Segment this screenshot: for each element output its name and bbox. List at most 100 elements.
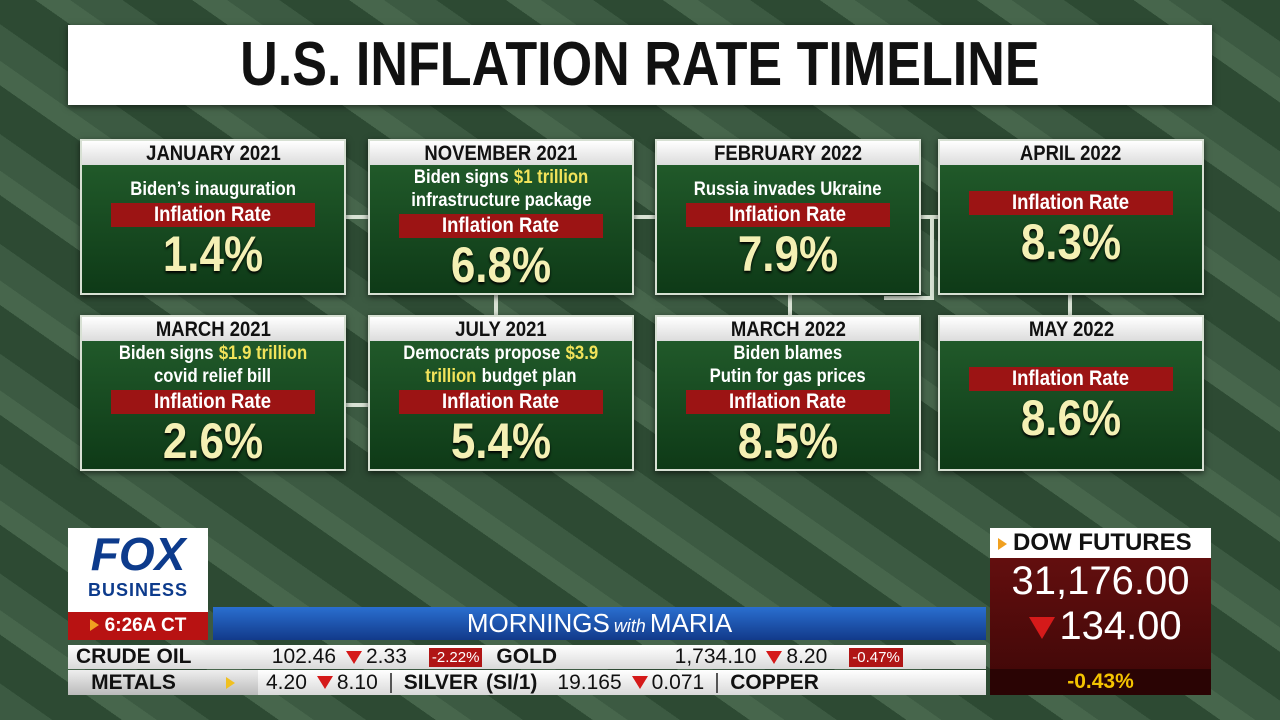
metal-change: 8.10 xyxy=(336,670,378,694)
description-text: Democrats propose xyxy=(403,343,561,364)
rate-label-text: Inflation Rate xyxy=(154,390,272,413)
rate-value-text: 7.9% xyxy=(737,225,839,282)
description-line: covid relief bill xyxy=(146,365,279,388)
commodity-name: CRUDE OIL xyxy=(76,645,192,668)
description-line: Biden signs $1.9 trillion xyxy=(106,342,320,365)
rate-label-text: Inflation Rate xyxy=(154,202,272,226)
rate-label-text: Inflation Rate xyxy=(1012,191,1130,214)
card-header: MARCH 2021 xyxy=(82,317,344,341)
rate-value: 8.6% xyxy=(1014,391,1128,445)
metal-price: 4.20 xyxy=(266,670,307,694)
connector xyxy=(346,403,368,407)
card-header: JULY 2021 xyxy=(370,317,632,341)
rate-value-text: 8.6% xyxy=(1020,390,1122,446)
description-text: Russia invades Ukraine xyxy=(694,178,882,200)
connector xyxy=(1068,292,1072,315)
description-line: Putin for gas prices xyxy=(699,365,876,388)
rate-label-text: Inflation Rate xyxy=(442,214,560,237)
card-body: Biden signs $1.9 trillion covid relief bil… xyxy=(106,341,320,469)
metal-name: COPPER xyxy=(730,670,819,694)
dow-title: DOW FUTURES xyxy=(1013,529,1192,556)
card-date: MARCH 2021 xyxy=(155,318,271,341)
line-text: Biden’s inauguration xyxy=(130,178,296,201)
commodity-percent: -2.22% xyxy=(428,647,483,667)
metal-change: 0.071 xyxy=(651,670,705,694)
description-text: trillion xyxy=(425,366,477,387)
card-header: APRIL 2022 xyxy=(940,141,1202,165)
rate-label: Inflation Rate xyxy=(969,367,1173,391)
card: JULY 2021 Democrats propose $3.9 trillion bu… xyxy=(368,315,634,471)
card-date: FEBRUARY 2022 xyxy=(714,142,862,165)
rate-label: Inflation Rate xyxy=(111,202,315,227)
rate-value: 8.5% xyxy=(731,414,845,468)
connector xyxy=(921,215,938,219)
description-text: Biden signs xyxy=(118,343,214,364)
commodity-change: 8.20 xyxy=(786,645,828,668)
ticker-row: CRUDE OIL 102.46 2.33 -2.22% GOLD 1,734.10 8.2… xyxy=(68,645,986,669)
card-header: JANUARY 2021 xyxy=(82,141,344,165)
rate-value-text: 8.3% xyxy=(1020,214,1122,270)
connector xyxy=(346,215,368,219)
rate-value-text: 1.4% xyxy=(162,225,264,282)
connector xyxy=(788,292,792,315)
card-body: Democrats propose $3.9 trillion budget plan… xyxy=(390,341,611,469)
dow-change: 134.00 xyxy=(1059,604,1182,648)
line-text: Biden blames xyxy=(734,342,843,365)
card-body: Biden’s inauguration Inflation Rate 1.4% xyxy=(111,165,315,293)
metal-price: 19.165 xyxy=(557,670,622,694)
description-line: Biden blames xyxy=(726,342,850,365)
dow-percent: -0.43% xyxy=(990,669,1211,695)
card-date: MAY 2022 xyxy=(1028,318,1114,341)
line-text: trillion budget plan xyxy=(425,365,576,388)
description-text: covid relief bill xyxy=(154,366,272,387)
rate-label-text: Inflation Rate xyxy=(1012,367,1130,390)
card-body: Inflation Rate 8.3% xyxy=(969,165,1173,293)
description-text: $3.9 xyxy=(565,343,599,364)
description-line: trillion budget plan xyxy=(415,365,587,388)
description-line: infrastructure package xyxy=(399,189,604,212)
show-title: MARIA xyxy=(649,608,733,638)
commodity-change: 2.33 xyxy=(366,645,407,668)
card-header: MARCH 2022 xyxy=(657,317,919,341)
dow-change-row: 134.00 xyxy=(990,604,1211,648)
rate-value: 5.4% xyxy=(444,414,558,468)
rate-label: Inflation Rate xyxy=(399,390,603,414)
connector xyxy=(634,215,655,219)
metal-symbol: (SI/1) xyxy=(486,670,538,694)
rate-label: Inflation Rate xyxy=(398,214,603,238)
line-text: Biden signs $1.9 trillion xyxy=(119,342,307,365)
line-text: Biden signs $1 trillion xyxy=(414,166,588,189)
card-header: MAY 2022 xyxy=(940,317,1202,341)
rate-value-text: 2.6% xyxy=(162,413,264,469)
rate-value: 6.8% xyxy=(444,238,558,292)
description-line: Biden’s inauguration xyxy=(119,178,307,201)
card: APRIL 2022 Inflation Rate 8.3% xyxy=(938,139,1204,295)
card: FEBRUARY 2022 Russia invades Ukraine Infla… xyxy=(655,139,921,295)
connector xyxy=(494,295,498,315)
card: MAY 2022 Inflation Rate 8.6% xyxy=(938,315,1204,471)
commodity-price: 1,734.10 xyxy=(674,645,757,668)
show-bar: MORNINGS with MARIA xyxy=(213,607,986,640)
rate-label-text: Inflation Rate xyxy=(729,202,847,226)
line-text: Russia invades Ukraine xyxy=(694,178,882,201)
commodity-percent: -0.47% xyxy=(849,647,903,667)
card: MARCH 2021 Biden signs $1.9 trillion covid … xyxy=(80,315,346,471)
card: NOVEMBER 2021 Biden signs $1 trillion infra… xyxy=(368,139,634,295)
clock: 6:26A CT xyxy=(68,612,208,640)
card-header: NOVEMBER 2021 xyxy=(370,141,632,165)
connector xyxy=(930,217,934,300)
rate-value: 1.4% xyxy=(156,227,270,281)
rate-value-text: 8.5% xyxy=(737,413,839,469)
card-date: JANUARY 2021 xyxy=(145,142,281,165)
rate-value-text: 6.8% xyxy=(450,237,552,293)
connector xyxy=(884,296,934,300)
dow-box: DOW FUTURES 31,176.00 134.00 -0.43% xyxy=(990,528,1211,695)
description-text: Biden blames xyxy=(733,343,843,364)
line-text: infrastructure package xyxy=(411,189,591,212)
logo-sub: BUSINESS xyxy=(87,580,189,600)
dow-value: 31,176.00 xyxy=(1011,559,1190,603)
card-body: Russia invades Ukraine Inflation Rate 7.9% xyxy=(681,165,894,293)
title: U.S. INFLATION RATE TIMELINE xyxy=(240,30,1040,99)
logo: FOX BUSINESS xyxy=(68,528,208,612)
